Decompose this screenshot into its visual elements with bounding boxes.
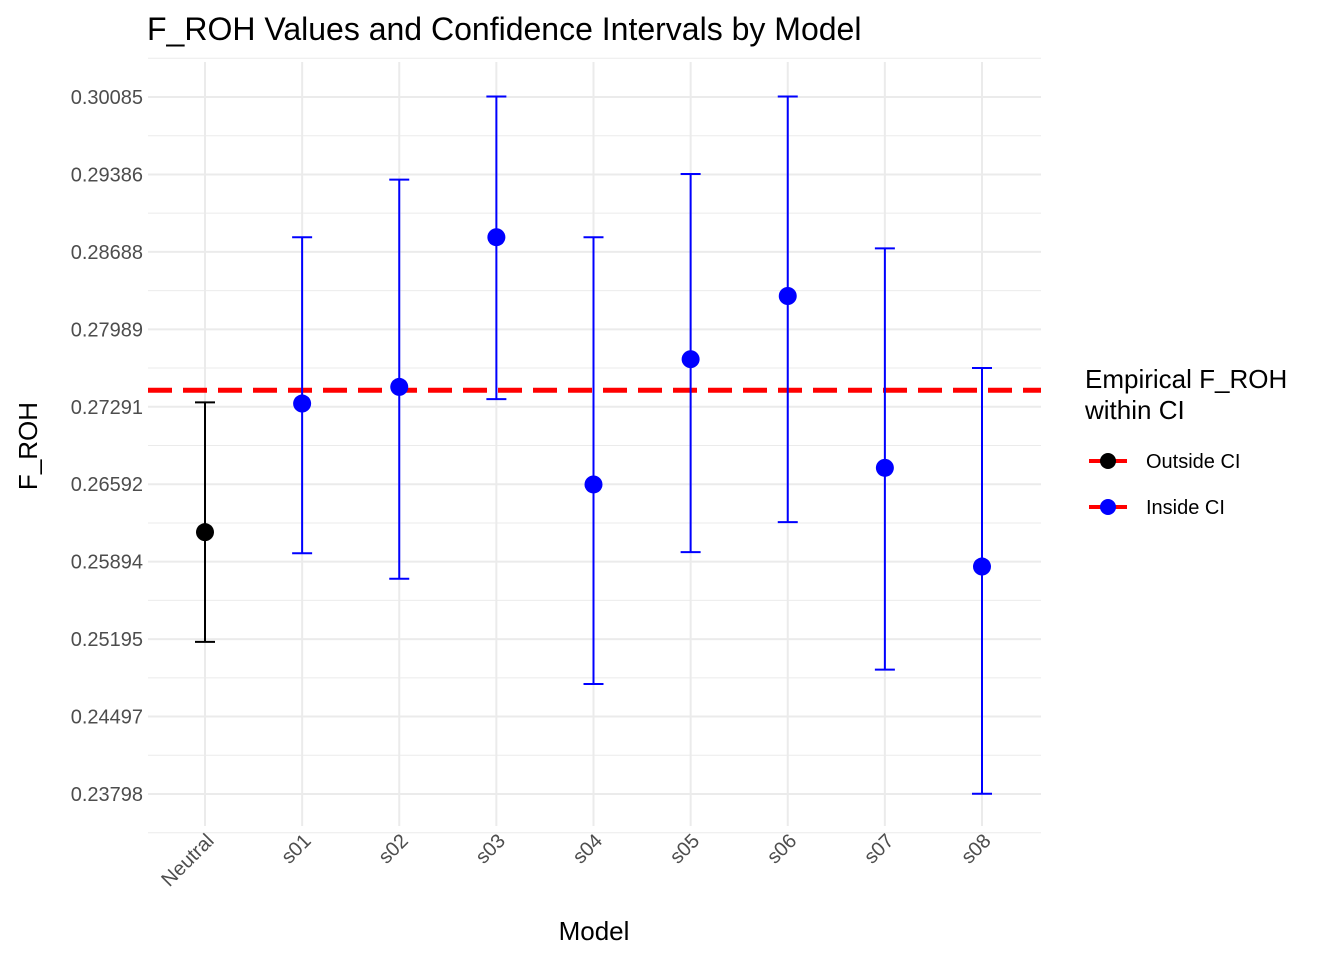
legend-label: Outside CI — [1146, 451, 1240, 473]
x-tick-label: s03 — [472, 830, 510, 868]
x-tick-label: s02 — [374, 830, 412, 868]
y-tick-label: 0.23798 — [71, 784, 143, 806]
x-tick-label: s06 — [763, 830, 801, 868]
legend-title-line-1: Empirical F_ROH — [1085, 364, 1287, 394]
data-point — [293, 394, 312, 413]
x-tick-label: Neutral — [157, 830, 218, 891]
y-tick-label: 0.28688 — [71, 242, 143, 264]
x-tick-label: s05 — [666, 830, 704, 868]
legend-key-point — [1100, 499, 1116, 515]
data-point — [487, 228, 506, 247]
y-tick-label: 0.29386 — [71, 164, 143, 186]
x-tick-label: s04 — [569, 830, 607, 868]
chart-title: F_ROH Values and Confidence Intervals by… — [147, 11, 861, 47]
y-tick-labels: 0.23798 0.24497 0.25195 0.25894 0.26592 0.272… — [71, 87, 143, 806]
legend-key-point — [1100, 453, 1116, 469]
x-tick-label: s08 — [957, 830, 995, 868]
y-axis-title: F_ROH — [13, 402, 43, 490]
y-tick-label: 0.25195 — [71, 629, 143, 651]
y-tick-label: 0.26592 — [71, 474, 143, 496]
x-tick-labels: Neutral s01 s02 s03 s04 s05 s06 s07 s08 — [157, 830, 995, 891]
legend-title-line-2: within CI — [1084, 395, 1185, 425]
y-tick-label: 0.27291 — [71, 397, 143, 419]
y-tick-label: 0.24497 — [71, 707, 143, 729]
data-point — [584, 475, 603, 494]
data-point — [681, 350, 700, 369]
y-tick-label: 0.27989 — [71, 319, 143, 341]
data-points — [196, 228, 991, 576]
y-tick-label: 0.30085 — [71, 87, 143, 109]
legend-keys: Outside CI Inside CI — [1089, 451, 1240, 519]
data-point — [196, 523, 214, 542]
data-point — [875, 458, 894, 477]
data-point — [973, 557, 991, 576]
x-axis-title: Model — [559, 916, 630, 946]
data-point — [390, 377, 409, 396]
data-point — [778, 287, 797, 306]
x-tick-label: s01 — [277, 830, 315, 868]
x-tick-label: s07 — [860, 830, 898, 868]
legend: Empirical F_ROH within CI Outside CI Insi… — [1084, 364, 1287, 519]
y-tick-label: 0.25894 — [71, 552, 143, 574]
legend-label: Inside CI — [1146, 497, 1225, 519]
